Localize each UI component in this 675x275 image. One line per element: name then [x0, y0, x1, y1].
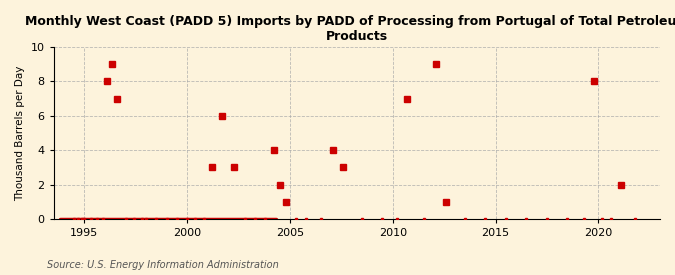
- Text: Source: U.S. Energy Information Administration: Source: U.S. Energy Information Administ…: [47, 260, 279, 270]
- Y-axis label: Thousand Barrels per Day: Thousand Barrels per Day: [15, 65, 25, 201]
- Title: Monthly West Coast (PADD 5) Imports by PADD of Processing from Portugal of Total: Monthly West Coast (PADD 5) Imports by P…: [24, 15, 675, 43]
